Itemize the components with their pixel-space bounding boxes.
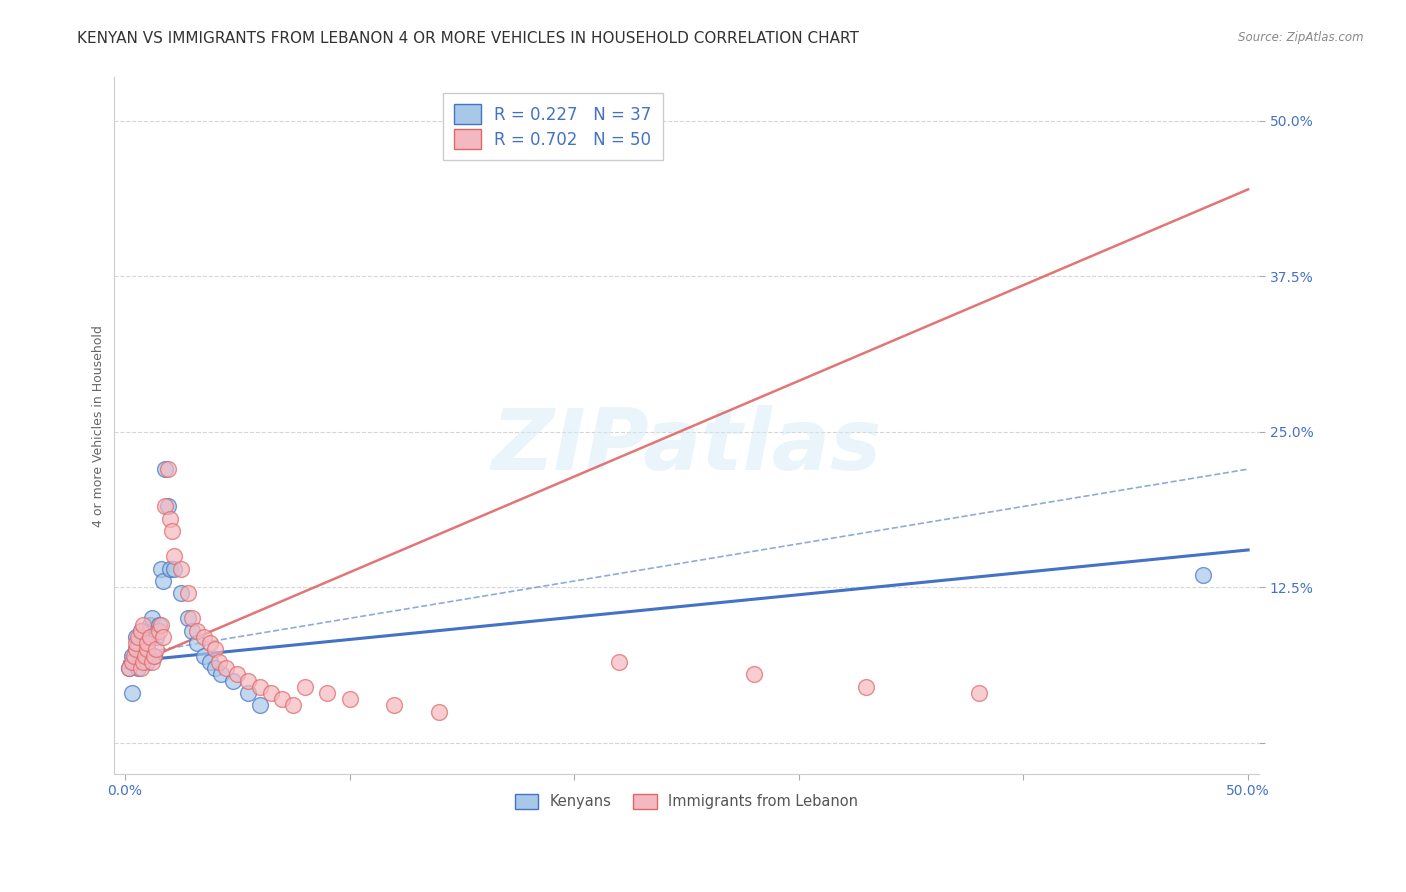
- Point: [122, 648, 145, 663]
- Point: [177, 611, 200, 625]
- Point: [200, 636, 222, 650]
- Point: [260, 686, 283, 700]
- Point: [125, 642, 148, 657]
- Point: [339, 692, 361, 706]
- Point: [134, 648, 156, 663]
- Point: [249, 698, 271, 713]
- Point: [742, 667, 765, 681]
- Point: [283, 698, 305, 713]
- Point: [118, 661, 141, 675]
- Point: [125, 630, 148, 644]
- Point: [145, 630, 167, 644]
- Point: [136, 642, 159, 657]
- Point: [155, 500, 177, 514]
- Point: [181, 624, 204, 638]
- Point: [141, 655, 163, 669]
- Point: [136, 636, 159, 650]
- Text: ZIPatlas: ZIPatlas: [491, 405, 882, 488]
- Point: [149, 617, 172, 632]
- Point: [122, 655, 145, 669]
- Point: [967, 686, 990, 700]
- Point: [136, 642, 159, 657]
- Point: [271, 692, 294, 706]
- Point: [159, 561, 181, 575]
- Point: [316, 686, 339, 700]
- Point: [855, 680, 877, 694]
- Point: [121, 655, 143, 669]
- Point: [249, 680, 271, 694]
- Point: [159, 512, 181, 526]
- Point: [186, 624, 208, 638]
- Point: [143, 648, 166, 663]
- Point: [138, 617, 160, 632]
- Point: [132, 630, 155, 644]
- Point: [121, 648, 143, 663]
- Point: [121, 686, 143, 700]
- Point: [163, 561, 186, 575]
- Point: [204, 642, 226, 657]
- Point: [118, 661, 141, 675]
- Point: [132, 617, 155, 632]
- Point: [152, 574, 174, 588]
- Point: [127, 630, 149, 644]
- Point: [155, 462, 177, 476]
- Point: [170, 586, 193, 600]
- Y-axis label: 4 or more Vehicles in Household: 4 or more Vehicles in Household: [93, 325, 105, 526]
- Point: [148, 617, 170, 632]
- Point: [170, 561, 193, 575]
- Text: Source: ZipAtlas.com: Source: ZipAtlas.com: [1239, 31, 1364, 45]
- Point: [129, 661, 152, 675]
- Point: [222, 673, 245, 688]
- Point: [181, 611, 204, 625]
- Point: [141, 611, 163, 625]
- Point: [226, 667, 249, 681]
- Point: [177, 586, 200, 600]
- Point: [238, 673, 260, 688]
- Point: [145, 642, 167, 657]
- Point: [125, 642, 148, 657]
- Point: [160, 524, 183, 539]
- Point: [148, 624, 170, 638]
- Point: [125, 636, 148, 650]
- Point: [204, 661, 226, 675]
- Point: [129, 648, 152, 663]
- Point: [607, 655, 630, 669]
- Point: [238, 686, 260, 700]
- Point: [143, 648, 166, 663]
- Point: [129, 624, 152, 638]
- Point: [429, 705, 451, 719]
- Point: [1192, 567, 1215, 582]
- Point: [200, 655, 222, 669]
- Point: [193, 630, 215, 644]
- Point: [152, 630, 174, 644]
- Point: [186, 636, 208, 650]
- Point: [136, 655, 159, 669]
- Point: [127, 636, 149, 650]
- Point: [134, 648, 156, 663]
- Point: [384, 698, 406, 713]
- Point: [211, 667, 233, 681]
- Point: [156, 500, 179, 514]
- Point: [156, 462, 179, 476]
- Legend: Kenyans, Immigrants from Lebanon: Kenyans, Immigrants from Lebanon: [509, 789, 865, 815]
- Point: [138, 630, 160, 644]
- Point: [193, 648, 215, 663]
- Point: [149, 561, 172, 575]
- Point: [132, 655, 155, 669]
- Point: [215, 661, 238, 675]
- Point: [294, 680, 316, 694]
- Point: [208, 655, 231, 669]
- Point: [127, 661, 149, 675]
- Text: KENYAN VS IMMIGRANTS FROM LEBANON 4 OR MORE VEHICLES IN HOUSEHOLD CORRELATION CH: KENYAN VS IMMIGRANTS FROM LEBANON 4 OR M…: [77, 31, 859, 46]
- Point: [129, 624, 152, 638]
- Point: [163, 549, 186, 564]
